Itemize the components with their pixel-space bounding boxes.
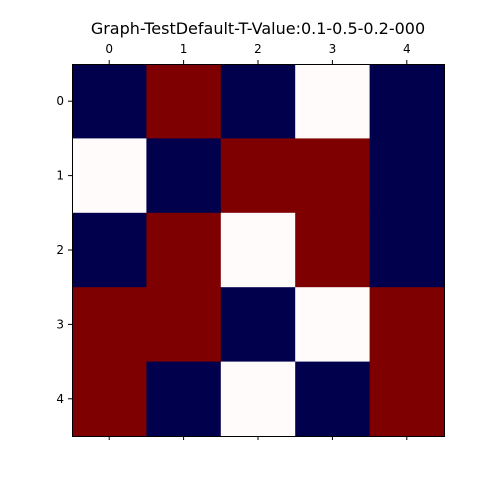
heatmap-cell-2-3 [295, 212, 371, 288]
x-tick-label-4: 4 [403, 42, 411, 56]
heatmap-cell-1-2 [220, 138, 296, 214]
heatmap-cells [72, 64, 445, 437]
heatmap-cell-3-4 [369, 287, 445, 363]
heatmap-cell-0-1 [146, 64, 222, 139]
y-axis-ticks: 0 1 2 3 4 [56, 94, 72, 406]
y-tick-label-0: 0 [56, 94, 64, 108]
heatmap-cell-3-2 [220, 287, 296, 363]
heatmap-cell-0-2 [220, 64, 296, 139]
heatmap-cell-2-1 [146, 212, 222, 288]
x-tick-label-3: 3 [329, 42, 337, 56]
heatmap-cell-4-1 [146, 361, 222, 437]
heatmap-cell-3-3 [295, 287, 371, 363]
heatmap-cell-1-0 [72, 138, 147, 214]
x-tick-label-0: 0 [105, 42, 113, 56]
heatmap-cell-2-2 [220, 212, 296, 288]
x-tick-label-2: 2 [254, 42, 262, 56]
heatmap-cell-1-4 [369, 138, 445, 214]
heatmap-cell-2-4 [369, 212, 445, 288]
x-axis-ticks: 0 1 2 3 4 [105, 42, 411, 440]
heatmap-cell-0-3 [295, 64, 371, 139]
heatmap-cell-2-0 [72, 212, 147, 288]
y-tick-label-2: 2 [56, 243, 64, 257]
heatmap-cell-1-1 [146, 138, 222, 214]
heatmap-cell-4-4 [369, 361, 445, 437]
heatmap-cell-0-4 [369, 64, 445, 139]
y-tick-label-1: 1 [56, 169, 64, 183]
x-tick-label-1: 1 [180, 42, 188, 56]
heatmap-cell-1-3 [295, 138, 371, 214]
heatmap-cell-3-0 [72, 287, 147, 363]
y-tick-label-3: 3 [56, 317, 64, 331]
heatmap-cell-4-2 [220, 361, 296, 437]
y-tick-label-4: 4 [56, 392, 64, 406]
plot-frame [72, 64, 445, 437]
heatmap-cell-4-0 [72, 361, 147, 437]
heatmap-cell-0-0 [72, 64, 147, 139]
heatmap-cell-3-1 [146, 287, 222, 363]
heatmap-cell-4-3 [295, 361, 371, 437]
chart-title: Graph-TestDefault-T-Value:0.1-0.5-0.2-00… [91, 19, 425, 38]
